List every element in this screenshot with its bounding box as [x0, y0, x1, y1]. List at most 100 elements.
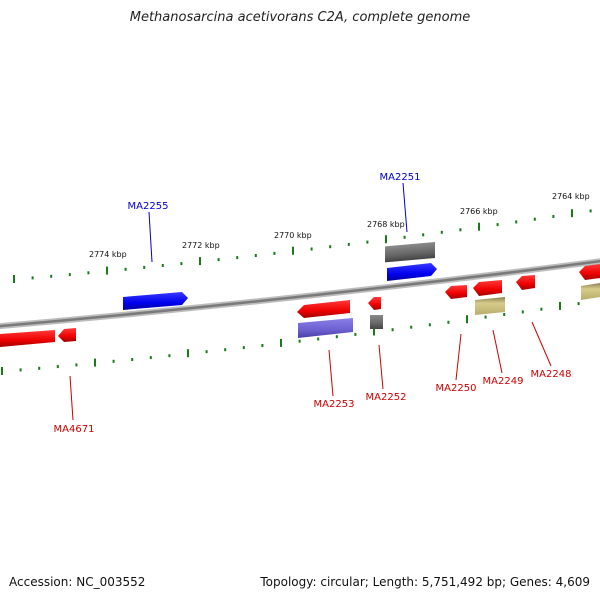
gene-other-right-edge[interactable] — [581, 283, 600, 300]
minor-tick — [503, 313, 506, 316]
major-tick — [1, 367, 3, 375]
minor-tick — [56, 365, 59, 369]
minor-tick — [254, 254, 257, 257]
minor-tick — [112, 359, 115, 363]
gene-ma2252[interactable] — [368, 297, 381, 310]
minor-tick — [205, 350, 208, 354]
gene-right-edge[interactable] — [579, 264, 600, 280]
gene-label-ma2252[interactable]: MA2252 — [366, 392, 407, 403]
minor-tick — [440, 230, 443, 234]
gene-rna-ma2253[interactable] — [298, 318, 353, 338]
minor-tick — [447, 320, 450, 324]
major-tick — [478, 222, 480, 231]
minor-tick — [149, 356, 152, 360]
gene-other-ma2249[interactable] — [475, 297, 505, 315]
gene-label-ma2250[interactable]: MA2250 — [436, 383, 477, 394]
major-tick — [373, 327, 375, 336]
minor-tick — [422, 233, 425, 237]
minor-tick — [347, 242, 350, 246]
minor-tick — [329, 245, 332, 249]
map-title: Methanosarcina acetivorans C2A, complete… — [129, 10, 471, 25]
major-tick — [466, 315, 468, 324]
minor-tick — [131, 358, 134, 361]
minor-tick — [391, 328, 394, 332]
gene-label-ma2255[interactable]: MA2255 — [128, 201, 169, 212]
top-tick-track — [13, 209, 592, 283]
minor-tick — [459, 228, 462, 232]
leader-ma2248 — [531, 321, 552, 367]
major-tick — [559, 301, 561, 310]
minor-tick — [161, 264, 164, 267]
leader-ma2252 — [378, 344, 384, 390]
minor-tick — [521, 310, 524, 314]
minor-tick — [68, 273, 71, 277]
minor-tick — [75, 363, 78, 367]
leader-ma2255 — [148, 211, 153, 263]
minor-tick — [19, 368, 22, 372]
gene-pseudo-upper[interactable] — [385, 241, 435, 263]
minor-tick — [484, 315, 487, 319]
gene-label-ma4671[interactable]: MA4671 — [54, 424, 95, 435]
minor-tick — [236, 256, 239, 260]
gene-label-ma2248[interactable]: MA2248 — [531, 369, 572, 380]
tick-label: 2772 kbp — [182, 241, 220, 250]
gene-ma2249[interactable] — [473, 280, 502, 296]
gene-ma4671-right[interactable] — [58, 328, 76, 342]
minor-tick — [589, 209, 592, 213]
minor-tick — [515, 220, 518, 224]
leader-ma4671 — [69, 375, 74, 421]
tick-label: 2768 kbp — [367, 220, 405, 229]
minor-tick — [31, 276, 34, 280]
gene-ma2248[interactable] — [516, 275, 535, 290]
minor-tick — [242, 346, 245, 350]
minor-tick — [366, 240, 369, 244]
minor-tick — [428, 323, 431, 327]
minor-tick — [310, 247, 313, 251]
major-tick — [106, 266, 108, 275]
gene-label-ma2251[interactable]: MA2251 — [380, 172, 421, 183]
minor-tick — [540, 307, 543, 311]
tick-label: 2766 kbp — [460, 207, 498, 216]
tick-label: 2774 kbp — [89, 250, 127, 259]
gene-ma2253[interactable] — [297, 300, 350, 318]
gene-label-ma2253[interactable]: MA2253 — [314, 399, 355, 410]
gene-ma2251[interactable] — [387, 263, 437, 281]
gene-pseudo-lower[interactable] — [370, 315, 383, 329]
minor-tick — [552, 215, 555, 218]
minor-tick — [38, 366, 41, 370]
gene-ma2255[interactable] — [123, 292, 188, 310]
minor-tick — [261, 344, 264, 347]
major-tick — [13, 275, 15, 283]
leader-ma2251 — [402, 182, 408, 233]
leader-ma2249 — [492, 329, 503, 374]
minor-tick — [143, 265, 146, 269]
minor-tick — [335, 335, 338, 339]
minor-tick — [124, 267, 127, 271]
minor-tick — [577, 302, 580, 306]
major-tick — [571, 209, 573, 218]
minor-tick — [317, 337, 320, 341]
leader-ma2250 — [455, 333, 462, 381]
minor-tick — [180, 262, 183, 266]
major-tick — [385, 235, 387, 244]
minor-tick — [298, 339, 301, 343]
major-tick — [280, 338, 282, 347]
minor-tick — [533, 217, 536, 221]
minor-tick — [224, 348, 227, 352]
minor-tick — [410, 325, 413, 329]
major-tick — [199, 257, 201, 266]
minor-tick — [217, 258, 220, 262]
minor-tick — [273, 251, 276, 255]
major-tick — [187, 349, 189, 358]
genome-summary-text: Topology: circular; Length: 5,751,492 bp… — [260, 575, 590, 589]
minor-tick — [354, 332, 357, 336]
gene-ma2250[interactable] — [445, 285, 467, 299]
gene-label-ma2249[interactable]: MA2249 — [483, 376, 524, 387]
accession-text: Accession: NC_003552 — [9, 575, 146, 589]
gene-ma4671-left[interactable] — [0, 330, 55, 347]
minor-tick — [168, 354, 171, 358]
leader-ma2253 — [328, 349, 334, 397]
tick-label: 2764 kbp — [552, 192, 590, 201]
tick-label: 2770 kbp — [274, 231, 312, 240]
